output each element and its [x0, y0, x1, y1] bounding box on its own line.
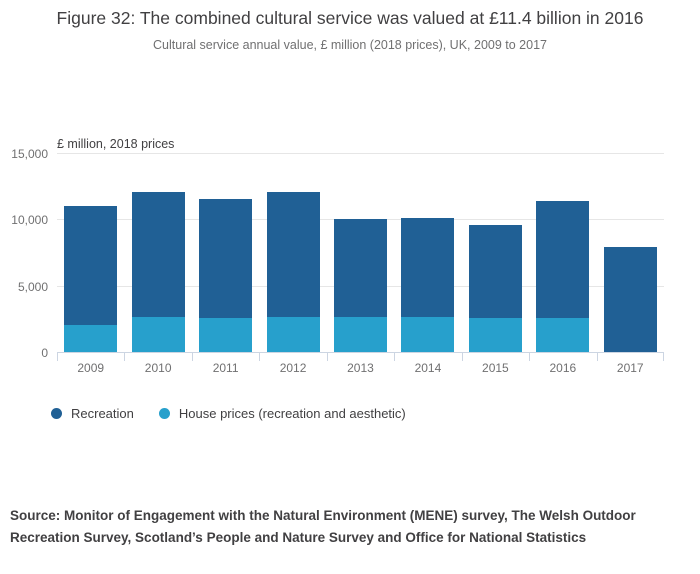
chart-subtitle: Cultural service annual value, £ million… — [153, 38, 547, 52]
x-tick-label-2012: 2012 — [279, 361, 307, 375]
bar-segment-2010-house-prices — [131, 316, 185, 352]
bar-segment-2014-recreation — [401, 218, 455, 317]
x-axis-tick — [191, 353, 193, 361]
bar-segment-2009-house-prices — [64, 324, 118, 352]
bar-segment-2014-house-prices — [401, 316, 455, 352]
x-axis-tick — [57, 353, 58, 361]
x-tick-label-2011: 2011 — [212, 361, 239, 375]
x-tick-label-2010: 2010 — [144, 361, 172, 375]
source-note: Source: Monitor of Engagement with the N… — [10, 508, 636, 545]
y-tick-label: 15,000 — [11, 147, 48, 161]
x-tick-label-2015: 2015 — [482, 361, 509, 375]
bar-segment-2013-recreation — [334, 219, 387, 317]
gridline — [57, 153, 664, 154]
bar-segment-2012-recreation — [266, 192, 320, 317]
x-axis-tick — [529, 353, 531, 361]
x-axis-tick — [461, 353, 463, 361]
x-axis-line — [57, 352, 664, 353]
bar-segment-2015-house-prices — [468, 318, 522, 352]
legend-swatch-icon — [51, 408, 62, 419]
bar-segment-2016-house-prices — [536, 318, 590, 352]
x-axis-tick — [596, 353, 598, 361]
y-tick-label: 5,000 — [17, 279, 48, 294]
x-axis-tick — [326, 353, 328, 361]
legend-item: Recreation — [51, 406, 134, 421]
bar-segment-2011-house-prices — [199, 318, 253, 352]
x-tick-label-2016: 2016 — [549, 361, 577, 375]
legend-swatch-icon — [158, 408, 170, 419]
bar-segment-2016-recreation — [536, 200, 590, 319]
x-tick-label-2009: 2009 — [77, 361, 105, 375]
y-tick-label: 0 — [41, 346, 48, 360]
bar-segment-2015-recreation — [468, 225, 522, 319]
bar-segment-2013-house-prices — [334, 316, 387, 352]
bar-segment-2011-recreation — [199, 198, 253, 319]
x-axis-tick — [663, 353, 664, 361]
bar-segment-2010-recreation — [131, 192, 185, 317]
x-axis-tick — [259, 353, 261, 361]
x-tick-label-2014: 2014 — [414, 361, 442, 375]
legend-label: House prices (recreation and aesthetic) — [178, 406, 406, 421]
plot-area — [57, 153, 664, 361]
bar-segment-2009-recreation — [64, 206, 118, 325]
chart-title: Figure 32: The combined cultural service… — [56, 8, 644, 28]
legend-item: House prices (recreation and aesthetic) — [158, 406, 406, 421]
x-axis-tick — [124, 353, 126, 361]
bar-segment-2017-recreation — [603, 247, 657, 352]
y-tick-label: 10,000 — [11, 213, 48, 228]
legend: Recreation House prices (recreation and a… — [51, 406, 406, 421]
x-tick-label-2017: 2017 — [616, 361, 644, 375]
bar-segment-2012-house-prices — [266, 316, 320, 352]
legend-label: Recreation — [71, 406, 134, 421]
x-axis-tick — [394, 353, 396, 361]
y-axis-title: £ million, 2018 prices — [57, 137, 175, 151]
x-tick-label-2013: 2013 — [347, 361, 374, 375]
